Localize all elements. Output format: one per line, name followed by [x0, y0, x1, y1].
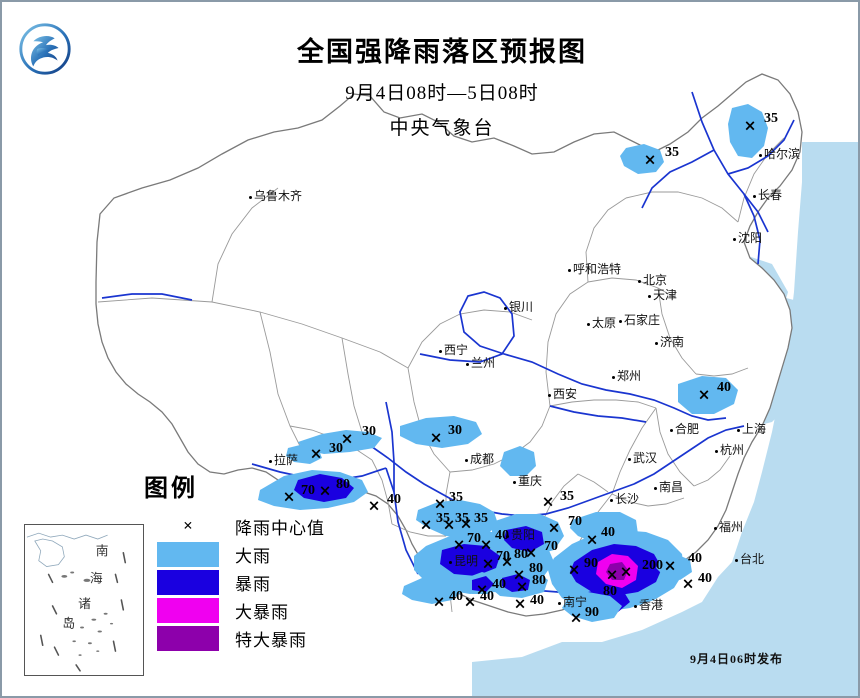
south-china-sea-inset-map: 南 海 诸 岛: [24, 524, 144, 676]
legend-row-heavy-rainstorm: 大暴雨: [157, 596, 332, 624]
forecast-period: 9月4日08时—5日08时: [345, 82, 539, 104]
page-title: 全国强降雨落区预报图: [297, 37, 587, 67]
legend-swatch-heavy-rain: [157, 541, 219, 567]
rain-area-jiangsu-coast: [678, 376, 738, 414]
inset-label-hai: 海: [90, 571, 103, 585]
rain-area-northeast: [620, 104, 768, 174]
legend-label-center-marker: 降雨中心值: [235, 518, 325, 538]
legend-row-center-marker: × 降雨中心值: [157, 512, 332, 540]
rain-area-sichuan: [500, 446, 536, 476]
legend-swatch-extreme-rainstorm: [157, 625, 219, 651]
province-boundaries: [97, 137, 785, 613]
legend-label-extreme-rainstorm: 特大暴雨: [235, 630, 307, 650]
inset-label-zhu: 诸: [78, 597, 91, 611]
legend-row-heavy-rain: 大雨: [157, 540, 332, 568]
issuing-agency: 中央气象台: [389, 117, 495, 139]
inset-label-nan: 南: [96, 543, 109, 558]
rain-center-marker-icon: ×: [183, 516, 193, 535]
legend-title: 图例: [144, 476, 198, 502]
legend-label-rainstorm: 暴雨: [235, 574, 271, 594]
publish-timestamp: 9月4日06时发布: [690, 652, 784, 666]
inset-label-dao: 岛: [62, 616, 75, 631]
rain-area-tibet: [258, 416, 482, 510]
sea-region-east: [472, 142, 858, 696]
china-landmass: [95, 73, 803, 617]
inset-map-canvas: 南 海 诸 岛: [25, 525, 143, 675]
legend-swatch-rainstorm: [157, 569, 219, 595]
legend-label-heavy-rainstorm: 大暴雨: [235, 602, 289, 622]
legend-label-heavy-rain: 大雨: [235, 546, 271, 566]
rain-area-fujian: [656, 554, 692, 580]
title-block: 全国强降雨落区预报图 9月4日08时—5日08时 中央气象台: [242, 37, 642, 140]
legend-row-rainstorm: 暴雨: [157, 568, 332, 596]
legend-swatch-heavy-rainstorm: [157, 597, 219, 623]
legend-row-extreme-rainstorm: 特大暴雨: [157, 624, 332, 652]
rain-area-guangdong-hotspot: [548, 530, 684, 622]
legend-box: × 降雨中心值 大雨 暴雨 大暴雨 特大暴雨: [157, 512, 332, 652]
cma-dragon-logo-icon: [19, 23, 71, 75]
rain-area-southwest: [402, 500, 564, 604]
